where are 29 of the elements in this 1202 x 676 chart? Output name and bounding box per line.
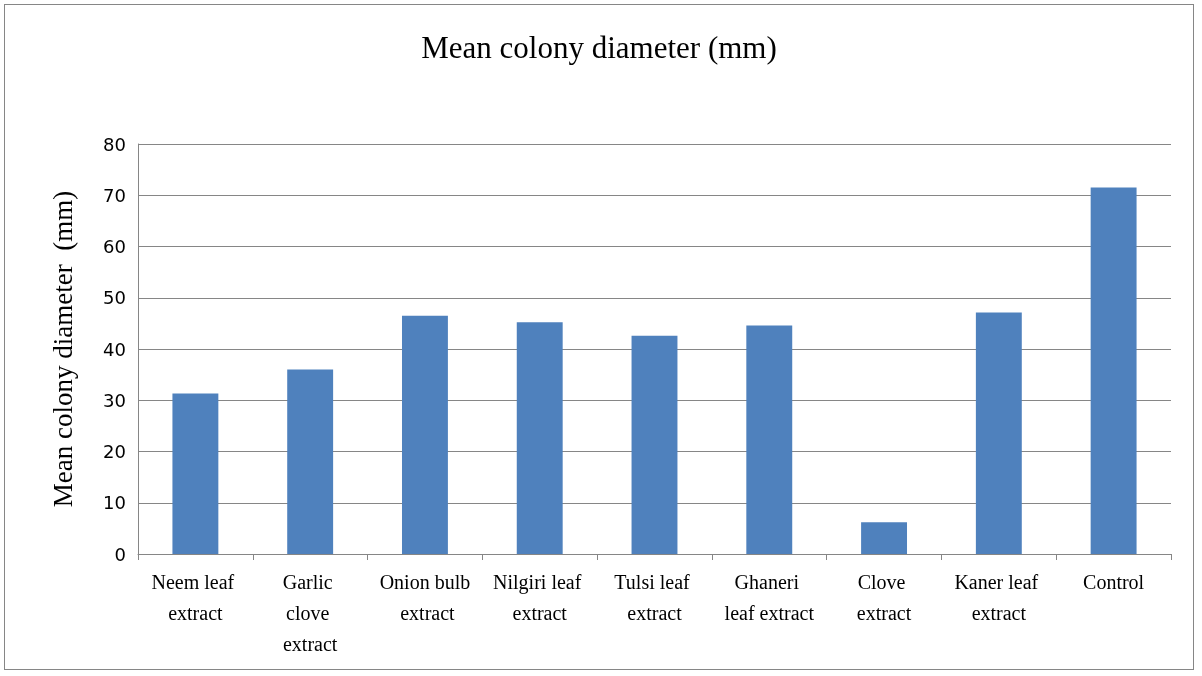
bar <box>516 322 563 554</box>
bar <box>631 335 678 554</box>
bar <box>861 522 908 554</box>
y-tick-label: 10 <box>103 492 126 514</box>
y-tick-label: 80 <box>103 133 126 155</box>
y-tick-label: 30 <box>103 389 126 411</box>
x-tick-label: Control <box>1083 570 1145 593</box>
x-tick-label: Neem leaf extract <box>151 570 240 624</box>
y-tick-label: 40 <box>103 338 126 360</box>
text: Mean colony diameter (mm) <box>47 190 78 508</box>
y-tick-label: 0 <box>114 543 126 565</box>
bar <box>172 393 219 554</box>
x-tick-label: Tulsi leaf extract <box>614 570 695 624</box>
x-tick-label: Ghaneri leaf extract <box>724 570 815 624</box>
bar <box>1090 187 1137 554</box>
y-tick-label: 70 <box>103 184 126 206</box>
bar <box>746 325 793 554</box>
bar <box>401 315 448 554</box>
y-tick-label: 50 <box>103 287 126 309</box>
x-tick-label: Nilgiri leaf extract <box>493 570 587 624</box>
y-tick-label: 20 <box>103 441 126 462</box>
bar <box>287 369 334 554</box>
y-tick-label: 60 <box>103 236 126 257</box>
x-tick-label: Onion bulb extract <box>379 570 471 624</box>
x-tick-label: Kaner leaf extract <box>954 570 1044 624</box>
x-tick-label: Clove extract <box>856 570 912 624</box>
y-axis-title: Mean colony diameter (mm) <box>421 30 777 65</box>
bar <box>975 312 1022 554</box>
x-tick-label: Garlic clove extract <box>282 570 338 655</box>
